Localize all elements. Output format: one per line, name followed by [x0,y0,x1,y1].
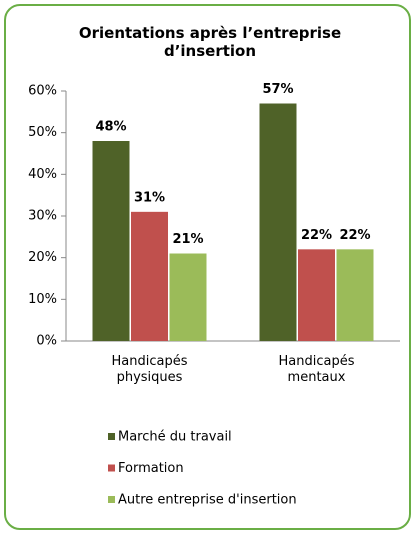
legend-label: Formation [118,461,184,476]
y-tick-label: 30% [28,209,57,224]
data-label: 22% [301,228,332,243]
legend-label: Autre entreprise d'insertion [118,493,297,508]
y-tick-label: 40% [28,167,57,182]
legend-label: Marché du travail [118,430,232,445]
legend-swatch [108,496,115,503]
y-tick-label: 20% [28,250,57,265]
bar [92,141,130,341]
y-tick-label: 0% [36,334,57,349]
data-label: 22% [339,228,370,243]
bar [169,253,207,341]
x-tick-label-line: Handicapés [112,354,188,369]
y-tick-label: 60% [28,84,57,99]
x-tick-label-line: mentaux [288,370,346,385]
data-label: 57% [262,82,293,97]
x-tick-label: Handicapés mentaux [279,354,355,385]
bar [298,249,335,341]
chart-frame [4,4,411,530]
bar [336,249,374,341]
data-label: 31% [134,190,165,205]
x-tick-label-line: physiques [117,370,183,385]
x-tick-label: Handicapés physiques [112,354,188,385]
y-tick-label: 50% [28,125,57,140]
x-tick-label-line: Handicapés [279,354,355,369]
chart-title: Orientations après l’entreprise d’insert… [78,24,342,60]
legend-swatch [108,464,115,472]
legend-swatch [108,433,115,440]
data-label: 48% [95,120,126,135]
bar [131,211,168,341]
bar [259,103,297,341]
y-tick-label: 10% [28,292,57,307]
data-label: 21% [172,232,203,247]
